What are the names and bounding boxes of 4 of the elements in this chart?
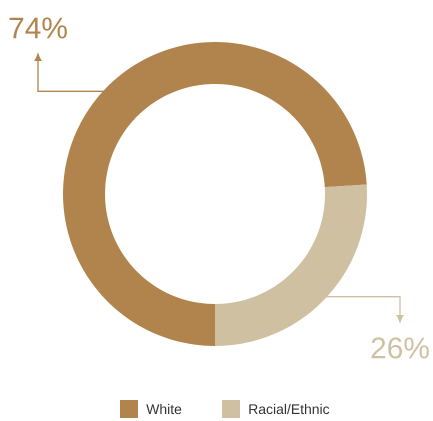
data-label: 74%: [10, 18, 67, 38]
legend-label: Racial/Ethnic: [249, 404, 330, 414]
legend-label: White: [146, 404, 182, 414]
data-label: 26%: [372, 337, 429, 359]
